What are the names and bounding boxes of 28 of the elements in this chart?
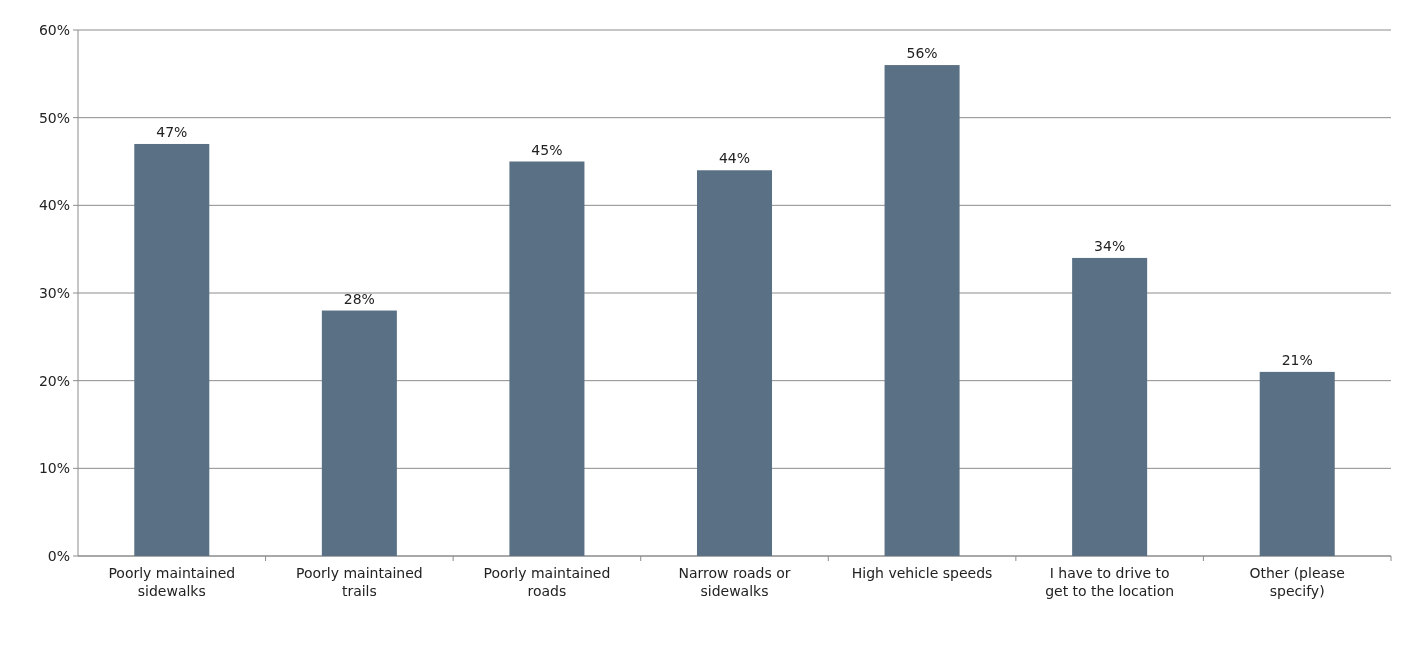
data-label: 56% xyxy=(906,45,938,62)
bar xyxy=(1072,257,1148,556)
x-tick-label: Poorly maintained roads xyxy=(483,565,611,599)
y-tick-label: 40% xyxy=(38,197,70,214)
bar xyxy=(134,143,210,556)
data-label: 28% xyxy=(343,290,375,307)
bar xyxy=(321,310,397,556)
y-tick-label: 0% xyxy=(47,547,70,564)
bar xyxy=(509,161,585,556)
x-tick-label: Poorly maintained sidewalks xyxy=(108,565,236,599)
y-tick-label: 20% xyxy=(38,372,70,389)
bar xyxy=(696,170,773,556)
x-tick-label: Narrow roads or sidewalks xyxy=(678,565,791,599)
bar xyxy=(1259,371,1335,556)
data-label: 34% xyxy=(1094,237,1126,254)
bar xyxy=(884,65,960,556)
data-label: 47% xyxy=(156,123,188,140)
y-tick-label: 10% xyxy=(38,460,70,477)
y-tick-label: 50% xyxy=(38,109,70,126)
data-label: 21% xyxy=(1281,351,1313,368)
x-tick-label: Poorly maintained trails xyxy=(295,565,423,599)
data-label: 44% xyxy=(718,150,751,167)
y-tick-label: 60% xyxy=(38,21,70,38)
y-tick-label: 30% xyxy=(38,284,70,301)
x-tick-label: Other (please specify) xyxy=(1249,565,1345,599)
x-tick-label: High vehicle speeds xyxy=(851,565,993,581)
x-tick-label: I have to drive to get to the location xyxy=(1045,565,1175,599)
data-label: 45% xyxy=(531,141,563,158)
